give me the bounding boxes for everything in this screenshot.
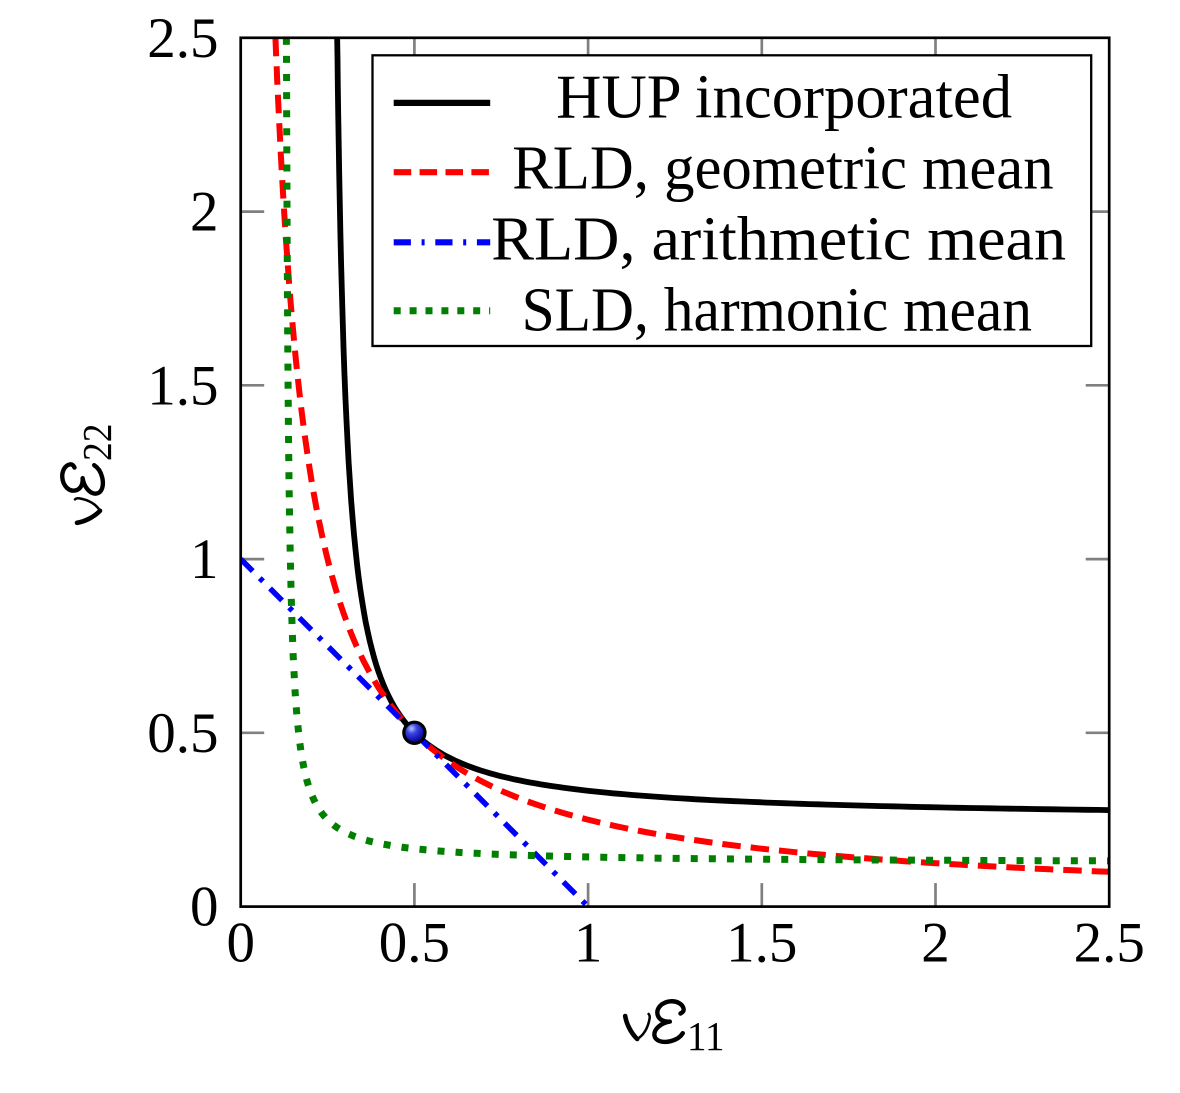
svg-text:2: 2 [921,912,950,975]
svg-text:1: 1 [574,912,603,975]
svg-text:0.5: 0.5 [147,702,218,765]
svg-text:1: 1 [190,528,219,591]
svg-text:2: 2 [190,181,219,244]
svg-text:0.5: 0.5 [379,912,450,975]
svg-text:0: 0 [226,912,255,975]
svg-text:11: 11 [687,1013,725,1059]
svg-text:0: 0 [190,876,219,939]
svg-text:RLD, arithmetic mean: RLD, arithmetic mean [491,205,1066,273]
svg-text:1.5: 1.5 [147,354,218,417]
svg-text:2.5: 2.5 [147,7,218,70]
svg-text:RLD, geometric mean: RLD, geometric mean [512,135,1053,203]
svg-text:2.5: 2.5 [1074,912,1145,975]
svg-text:SLD, harmonic mean: SLD, harmonic mean [522,276,1032,344]
svg-text:1.5: 1.5 [726,912,797,975]
svg-text:HUP incorporated: HUP incorporated [556,64,1012,132]
svg-text:22: 22 [74,424,120,462]
